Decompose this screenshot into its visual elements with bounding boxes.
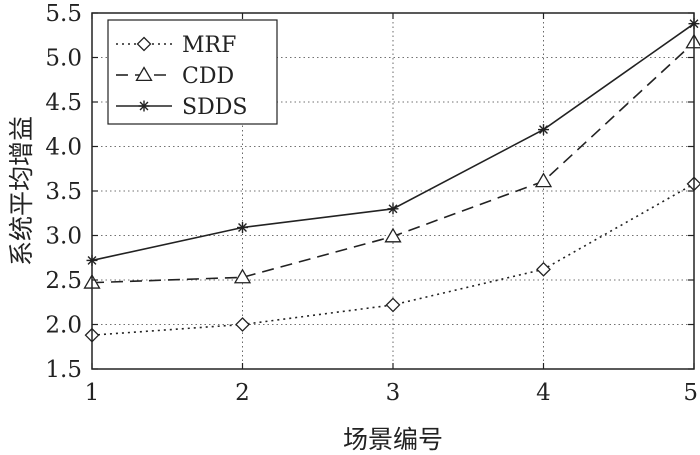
legend-marker xyxy=(135,66,153,82)
y-tick-label: 2.5 xyxy=(45,268,82,294)
series-mrf-point xyxy=(385,297,401,313)
y-axis-title: 系统平均增益 xyxy=(7,116,36,266)
series-sdds-point xyxy=(538,124,549,136)
series-mrf-point xyxy=(235,317,250,332)
legend-item-mrf: MRF xyxy=(116,33,236,58)
y-tick-label: 2.0 xyxy=(45,313,82,339)
axis-ticks: 1.5 2.0 2.5 3.0 3.5 4.0 4.5 5.0 5.5 1 2 3 4 5 xyxy=(45,1,698,406)
legend-label: CDD xyxy=(182,64,234,89)
series-cdd xyxy=(83,33,700,289)
series-cdd-point xyxy=(384,227,402,243)
series-cdd-point xyxy=(233,268,252,284)
legend-marker xyxy=(138,100,150,112)
y-tick-label: 4.0 xyxy=(45,135,82,161)
y-tick-label: 5.0 xyxy=(45,46,82,72)
x-tick-label: 3 xyxy=(386,380,401,406)
y-tick-label: 4.5 xyxy=(45,90,82,116)
y-tick-label: 3.0 xyxy=(45,224,82,250)
series-mrf xyxy=(84,176,700,343)
series-cdd-point xyxy=(534,172,553,188)
legend-item-sdds: SDDS xyxy=(116,95,247,120)
x-tick-label: 1 xyxy=(85,380,100,406)
series-sdds-point xyxy=(387,203,399,215)
series-mrf-point xyxy=(536,261,551,277)
x-tick-label: 2 xyxy=(235,380,250,406)
series-layer xyxy=(83,18,700,343)
x-tick-label: 5 xyxy=(683,380,698,406)
legend-label: SDDS xyxy=(182,95,247,120)
legend-label: MRF xyxy=(182,33,236,58)
series-sdds-point xyxy=(237,221,248,233)
x-axis-title: 场景编号 xyxy=(343,425,443,454)
y-tick-label: 5.5 xyxy=(45,1,82,27)
legend: MRF CDD SDDS xyxy=(107,19,278,125)
legend-marker xyxy=(136,36,152,52)
y-tick-label: 3.5 xyxy=(45,179,82,205)
legend-item-cdd: CDD xyxy=(116,64,234,89)
y-tick-label: 1.5 xyxy=(45,357,82,383)
x-tick-label: 4 xyxy=(536,380,551,406)
